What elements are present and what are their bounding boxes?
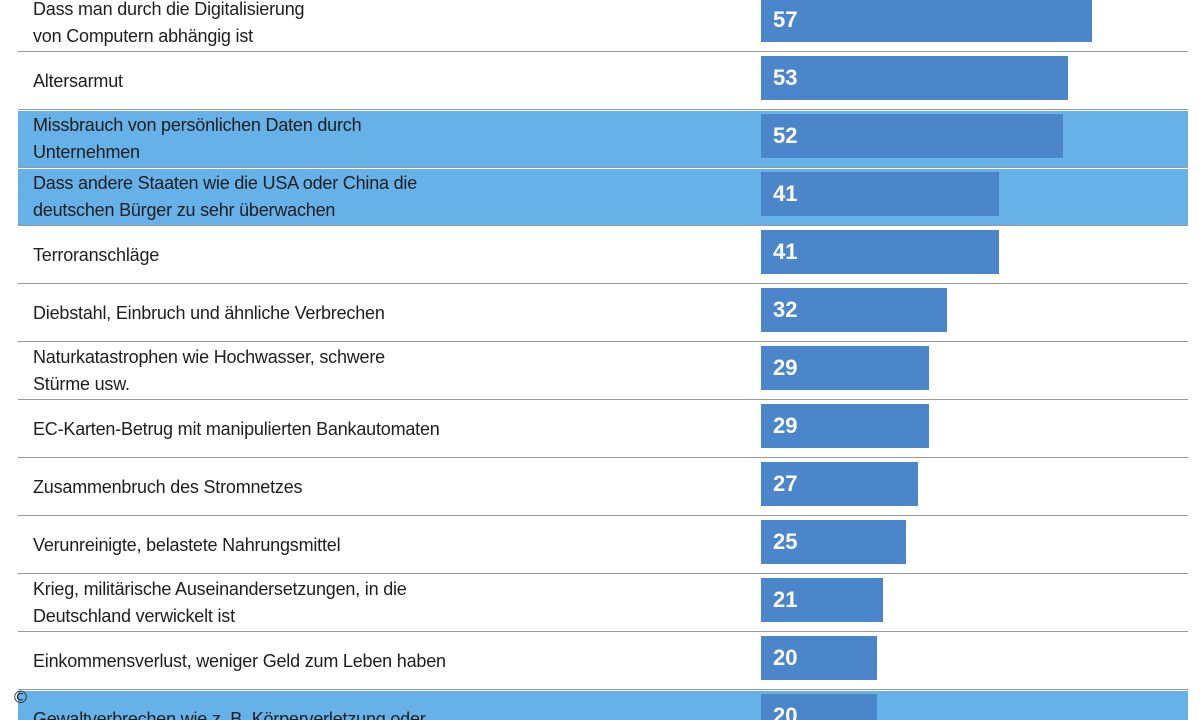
bar: 41 — [761, 230, 999, 274]
chart-row: Terroranschläge 41 — [18, 227, 1188, 284]
chart-row: Einkommensverlust, weniger Geld zum Lebe… — [18, 633, 1188, 690]
bar-value-label: 41 — [773, 239, 798, 264]
chart-row: Naturkatastrophen wie Hochwasser, schwer… — [18, 343, 1188, 400]
category-label: Dass man durch die Digitalisierung von C… — [33, 0, 305, 46]
bar-value-label: 29 — [773, 413, 798, 438]
category-label: Altersarmut — [33, 70, 123, 91]
bar: 57 — [761, 0, 1092, 42]
chart-row: Dass andere Staaten wie die USA oder Chi… — [18, 169, 1188, 226]
bar-value-label: 52 — [773, 123, 798, 148]
chart-row: Diebstahl, Einbruch und ähnliche Verbrec… — [18, 285, 1188, 342]
bar-value-label: 57 — [773, 7, 798, 32]
category-label: Dass andere Staaten wie die USA oder Chi… — [33, 173, 418, 220]
bar-value-label: 20 — [773, 645, 798, 670]
chart-row: Dass man durch die Digitalisierung von C… — [18, 0, 1188, 52]
chart-row: Altersarmut 53 — [18, 53, 1188, 110]
bar-value-label: 27 — [773, 471, 798, 496]
bar: 41 — [761, 172, 999, 216]
bar: 53 — [761, 56, 1069, 100]
bar-value-label: 21 — [773, 587, 798, 612]
bar-value-label: 29 — [773, 355, 798, 380]
bar: 20 — [761, 694, 877, 720]
bar: 20 — [761, 636, 877, 680]
category-label: Gewaltverbrechen wie z. B. Körperverletz… — [33, 708, 426, 720]
category-label: Diebstahl, Einbruch und ähnliche Verbrec… — [33, 302, 385, 323]
bar: 21 — [761, 578, 883, 622]
bar-value-label: 20 — [773, 703, 798, 720]
bar: 29 — [761, 346, 930, 390]
category-label: Verunreinigte, belastete Nahrungsmittel — [33, 534, 341, 555]
category-label: Terroranschläge — [33, 244, 160, 265]
chart-row: EC-Karten-Betrug mit manipulierten Banka… — [18, 401, 1188, 458]
bar: 29 — [761, 404, 930, 448]
bar: 32 — [761, 288, 947, 332]
chart-row: Gewaltverbrechen wie z. B. Körperverletz… — [18, 691, 1188, 720]
bar-value-label: 41 — [773, 181, 798, 206]
copyright-icon: © — [12, 688, 29, 708]
bar: 27 — [761, 462, 918, 506]
chart-row: Zusammenbruch des Stromnetzes 27 — [18, 459, 1188, 516]
bar-value-label: 25 — [773, 529, 798, 554]
category-label: Einkommensverlust, weniger Geld zum Lebe… — [33, 650, 446, 671]
category-label: EC-Karten-Betrug mit manipulierten Banka… — [33, 418, 440, 439]
chart-row: Krieg, militärische Auseinandersetzungen… — [18, 575, 1188, 632]
category-label: Naturkatastrophen wie Hochwasser, schwer… — [33, 347, 385, 394]
category-label: Krieg, militärische Auseinandersetzungen… — [33, 579, 407, 626]
category-label: Missbrauch von persönlichen Daten durch … — [33, 115, 362, 162]
chart-row: Missbrauch von persönlichen Daten durch … — [18, 111, 1188, 168]
category-label: Zusammenbruch des Stromnetzes — [33, 476, 303, 497]
chart-row: Verunreinigte, belastete Nahrungsmittel 2… — [18, 517, 1188, 574]
bar: 25 — [761, 520, 906, 564]
bar-value-label: 53 — [773, 65, 798, 90]
bar-value-label: 32 — [773, 297, 798, 322]
bar: 52 — [761, 114, 1063, 158]
